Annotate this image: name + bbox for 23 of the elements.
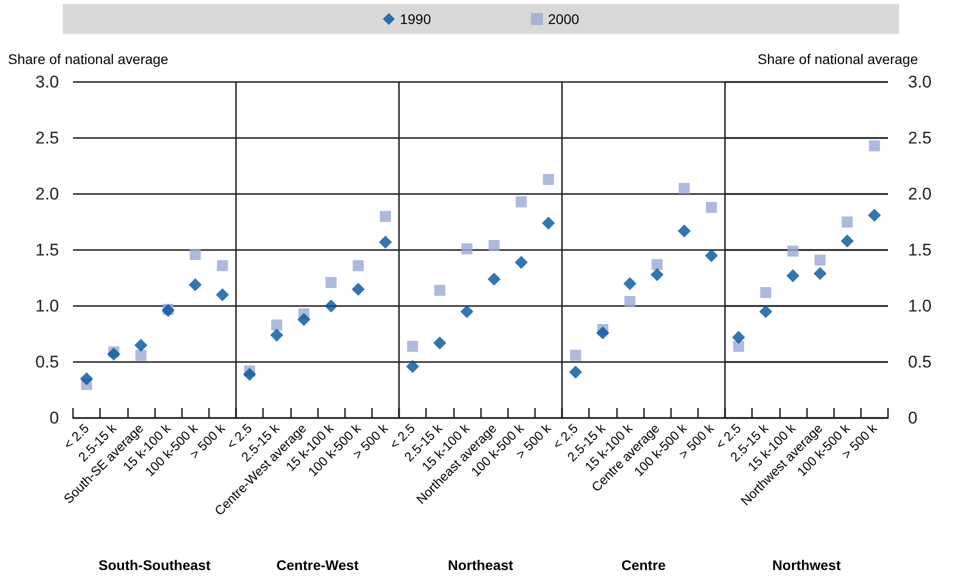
legend-label: 2000 <box>548 11 580 27</box>
y-axis-title: Share of national average <box>8 51 169 67</box>
y-tick-label: 2.0 <box>908 184 932 204</box>
x-axis-title: South-Southeast <box>98 557 211 573</box>
y-tick-label: 0.5 <box>908 352 932 372</box>
y-axis-title: Share of national average <box>758 51 918 67</box>
y-tick-label: 0.5 <box>35 352 59 372</box>
legend-label: 1990 <box>400 11 432 27</box>
x-axis-title: Northeast <box>448 557 514 573</box>
y-tick-label: 1.0 <box>35 296 59 316</box>
y-tick-label: 2.0 <box>35 184 59 204</box>
x-axis-title: Centre <box>621 557 666 573</box>
y-tick-label: 0 <box>50 408 59 428</box>
y-tick-label: 1.5 <box>908 240 932 260</box>
x-axis-title: Centre-West <box>276 557 359 573</box>
y-tick-label: 1.5 <box>35 240 59 260</box>
y-tick-label: 3.0 <box>35 72 59 92</box>
y-tick-label: 0 <box>908 408 918 428</box>
x-axis-title: Northwest <box>772 557 842 573</box>
y-tick-label: 3.0 <box>908 72 932 92</box>
y-tick-label: 1.0 <box>908 296 932 316</box>
y-tick-label: 2.5 <box>35 128 59 148</box>
y-tick-label: 2.5 <box>908 128 932 148</box>
